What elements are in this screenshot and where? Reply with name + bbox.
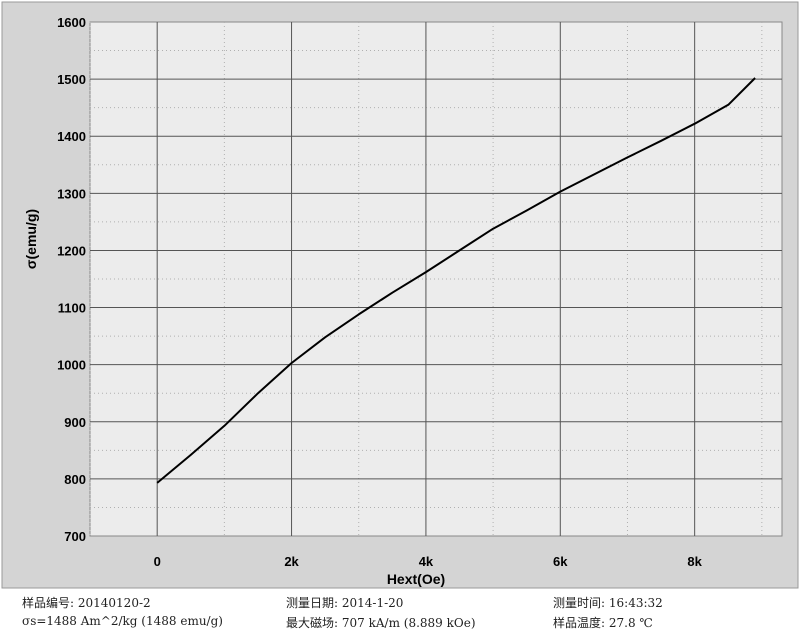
sample-id: 样品编号: 20140120-2 <box>22 594 151 611</box>
info-row-1: 样品编号: 20140120-2 测量日期: 2014-1-20 测量时间: 1… <box>0 594 800 614</box>
saturation-label: σs= <box>22 614 47 628</box>
magnetization-chart: 700 800 900 1000 1100 1200 1300 1400 1500 1600 0 2k… <box>1 1 799 589</box>
sample-id-value: 20140120-2 <box>77 596 151 610</box>
series-line <box>156 77 756 484</box>
y-tick-label: 1500 <box>57 72 86 87</box>
sample-temperature-value: 27.8 ℃ <box>608 616 653 630</box>
y-tick-label: 1100 <box>58 301 86 316</box>
y-tick-label: 1000 <box>57 358 86 373</box>
x-tick-label: 8k <box>687 554 702 569</box>
max-field-label: 最大磁场: <box>286 616 339 630</box>
measurement-date-value: 2014-1-20 <box>341 596 404 610</box>
x-tick-label: 6k <box>553 554 568 569</box>
y-axis-title: σ(emu/g) <box>23 209 39 269</box>
x-tick-label: 0 <box>154 554 161 569</box>
y-tick-label: 900 <box>64 415 86 430</box>
measurement-date: 测量日期: 2014-1-20 <box>286 594 403 611</box>
y-tick-label: 1600 <box>57 15 86 30</box>
info-panel: 样品编号: 20140120-2 测量日期: 2014-1-20 测量时间: 1… <box>0 592 800 642</box>
max-field-value: 707 kA/m (8.889 kOe) <box>341 616 476 630</box>
sample-temperature-label: 样品温度: <box>553 616 606 630</box>
y-tick-label: 1200 <box>57 243 86 258</box>
info-row-2: σs=1488 Am^2/kg (1488 emu/g) 最大磁场: 707 k… <box>0 614 800 634</box>
sample-id-label: 样品编号: <box>22 596 75 610</box>
sample-temperature: 样品温度: 27.8 ℃ <box>553 614 653 631</box>
measurement-time: 测量时间: 16:43:32 <box>553 594 663 611</box>
y-tick-label: 1300 <box>57 186 86 201</box>
y-tick-label: 700 <box>64 529 86 544</box>
saturation-magnetization: σs=1488 Am^2/kg (1488 emu/g) <box>22 614 223 628</box>
measurement-time-value: 16:43:32 <box>608 596 663 610</box>
chart-frame: 700 800 900 1000 1100 1200 1300 1400 1500 1600 0 2k… <box>1 1 799 589</box>
measurement-date-label: 测量日期: <box>286 596 339 610</box>
max-field: 最大磁场: 707 kA/m (8.889 kOe) <box>286 614 476 631</box>
y-tick-label: 1400 <box>57 129 86 144</box>
measurement-time-label: 测量时间: <box>553 596 606 610</box>
x-tick-label: 4k <box>419 554 434 569</box>
y-tick-label: 800 <box>64 472 86 487</box>
x-tick-label: 2k <box>284 554 299 569</box>
saturation-value: 1488 Am^2/kg (1488 emu/g) <box>46 614 223 628</box>
x-axis-title: Hext(Oe) <box>387 571 445 587</box>
